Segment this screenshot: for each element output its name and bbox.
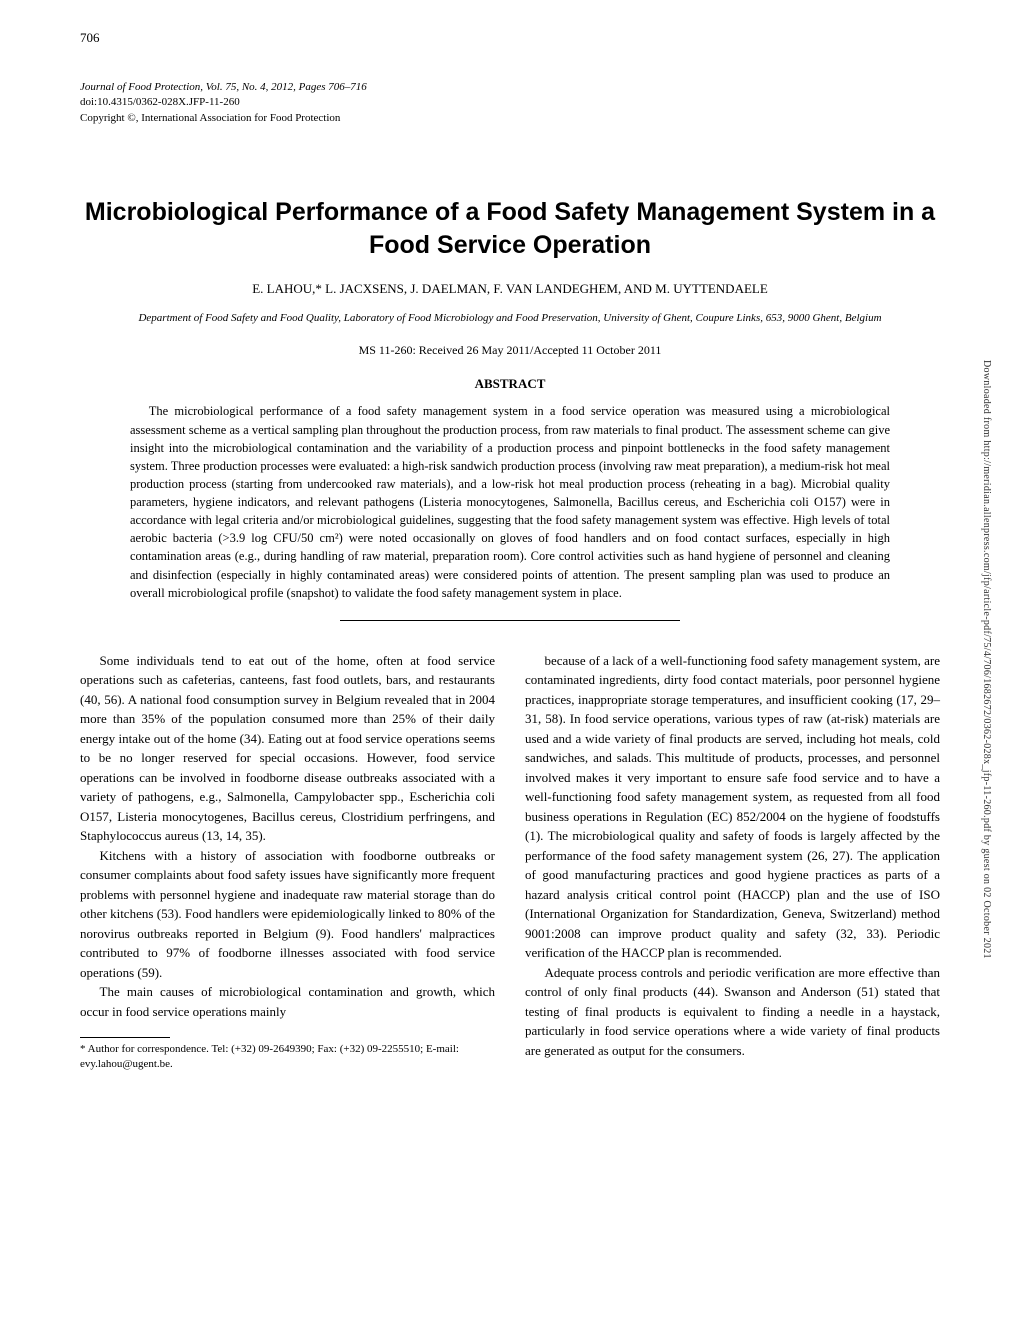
body-paragraph: Kitchens with a history of association w…	[80, 846, 495, 983]
download-watermark: Downloaded from http://meridian.allenpre…	[981, 360, 992, 959]
left-column: Some individuals tend to eat out of the …	[80, 651, 495, 1072]
right-column: because of a lack of a well-functioning …	[525, 651, 940, 1072]
body-paragraph: Some individuals tend to eat out of the …	[80, 651, 495, 846]
footnote-divider	[80, 1037, 170, 1038]
section-divider	[340, 620, 680, 621]
page-number: 706	[80, 30, 100, 46]
abstract-heading: ABSTRACT	[80, 376, 940, 392]
article-title: Microbiological Performance of a Food Sa…	[80, 196, 940, 261]
journal-citation: Journal of Food Protection, Vol. 75, No.…	[80, 80, 940, 95]
body-paragraph: The main causes of microbiological conta…	[80, 982, 495, 1021]
copyright: Copyright ©, International Association f…	[80, 111, 940, 126]
manuscript-info: MS 11-260: Received 26 May 2011/Accepted…	[80, 343, 940, 358]
body-columns: Some individuals tend to eat out of the …	[80, 651, 940, 1072]
abstract-text: The microbiological performance of a foo…	[130, 402, 890, 601]
journal-info: Journal of Food Protection, Vol. 75, No.…	[80, 80, 940, 126]
footnote: * Author for correspondence. Tel: (+32) …	[80, 1042, 495, 1072]
body-paragraph: Adequate process controls and periodic v…	[525, 963, 940, 1061]
doi: doi:10.4315/0362-028X.JFP-11-260	[80, 95, 940, 110]
body-paragraph: because of a lack of a well-functioning …	[525, 651, 940, 963]
authors: E. LAHOU,* L. JACXSENS, J. DAELMAN, F. V…	[80, 281, 940, 297]
affiliation: Department of Food Safety and Food Quali…	[80, 311, 940, 325]
